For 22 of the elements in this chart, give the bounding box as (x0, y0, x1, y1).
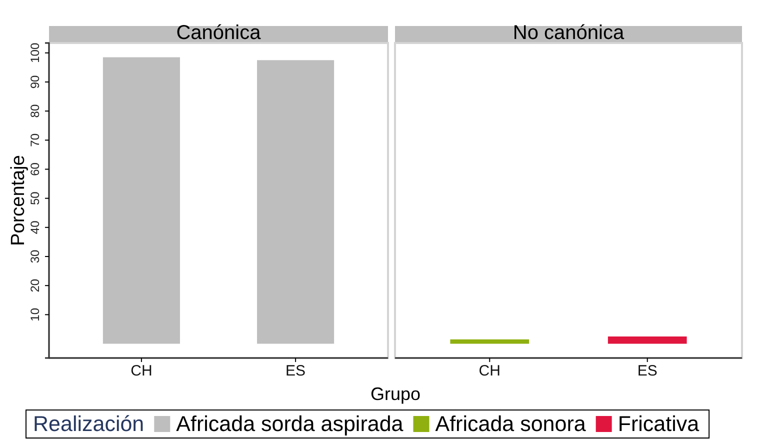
legend-label: Fricativa (618, 412, 700, 436)
chart-title: Canónica (176, 22, 262, 44)
x-tick-label: CH (130, 362, 152, 380)
x-axis-title: Grupo (370, 384, 421, 404)
y-tick-label: 30 (28, 249, 42, 264)
y-axis-title: Porcentaje (8, 155, 29, 246)
x-tick-label: CH (478, 362, 500, 380)
y-tick-label: 90 (28, 74, 42, 89)
legend-title: Realización (33, 412, 144, 436)
chart-title: No canónica (512, 22, 625, 44)
legend-label: Africada sonora (435, 412, 586, 436)
y-tick-label: 80 (28, 104, 42, 118)
y-tick-label: 60 (28, 162, 42, 176)
y-tick-label: 40 (28, 220, 42, 234)
x-tick-label: ES (286, 362, 306, 380)
y-tick-label: 10 (28, 308, 42, 322)
legend-label: Africada sorda aspirada (176, 412, 404, 436)
y-tick-label: 100 (28, 42, 42, 63)
y-tick-label: 70 (28, 133, 42, 147)
y-tick-label: 20 (28, 278, 42, 292)
y-tick-label: 50 (28, 191, 42, 205)
x-tick-label: ES (637, 362, 658, 380)
